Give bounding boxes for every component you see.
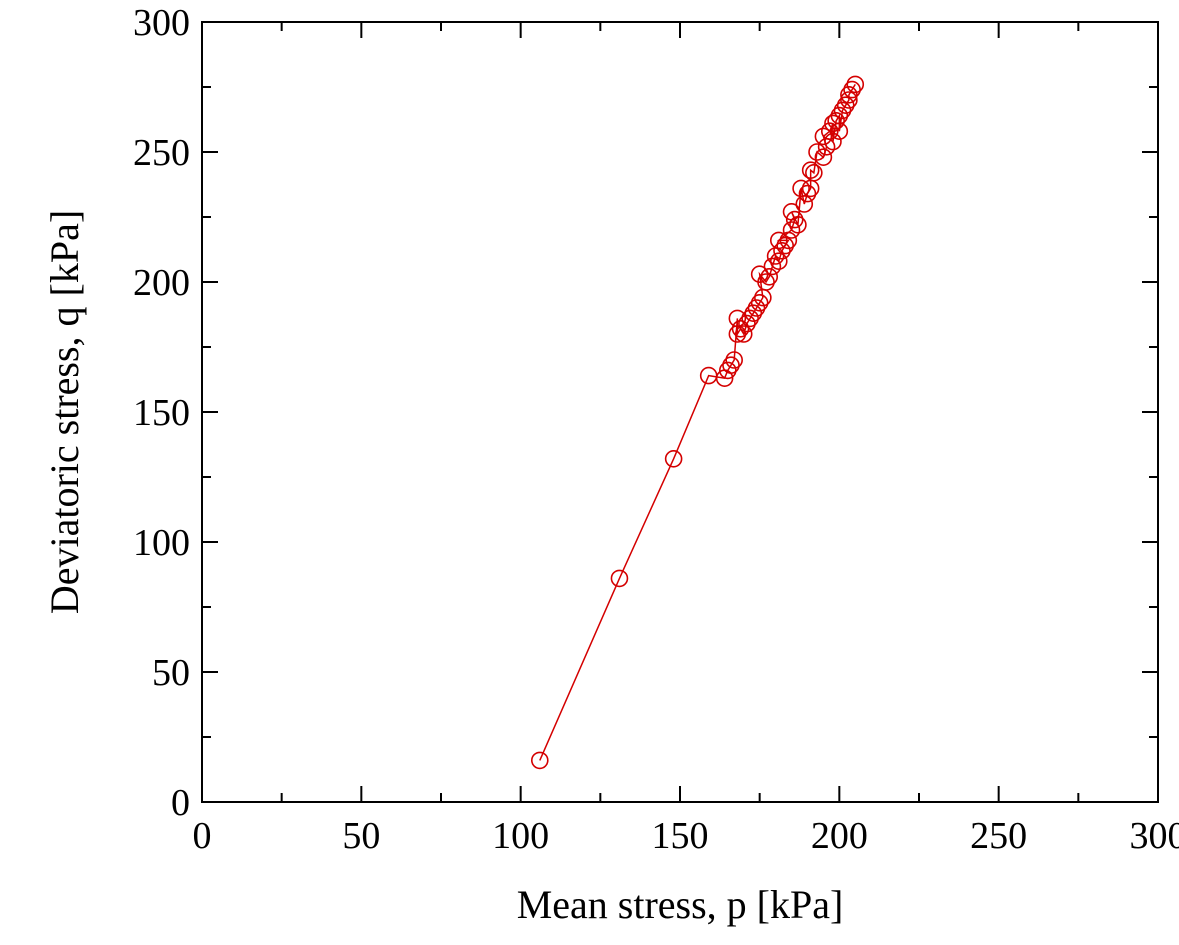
data-point — [741, 309, 759, 328]
data-point — [833, 101, 852, 120]
x-tick-label: 50 — [342, 815, 380, 857]
data-point — [789, 216, 807, 234]
y-tick-label: 250 — [133, 132, 190, 174]
y-tick-label: 300 — [133, 2, 190, 44]
y-tick-label: 200 — [133, 262, 190, 304]
data-point — [808, 143, 826, 161]
x-tick-label: 200 — [811, 815, 868, 857]
data-point — [769, 252, 788, 271]
y-tick-label: 50 — [152, 652, 190, 694]
data-point — [840, 91, 858, 109]
data-point — [734, 325, 753, 343]
data-point — [750, 293, 769, 312]
y-tick-label: 0 — [171, 782, 190, 824]
x-tick-label: 100 — [492, 815, 549, 857]
data-point — [610, 569, 629, 588]
data-point — [722, 356, 740, 375]
data-point — [824, 132, 842, 151]
data-point — [814, 127, 833, 146]
data-point — [738, 314, 756, 333]
data-point — [830, 122, 849, 140]
data-point — [728, 325, 747, 343]
data-point — [530, 751, 549, 770]
data-point — [785, 210, 804, 229]
data-point — [757, 273, 775, 291]
data-point — [827, 112, 845, 130]
data-point — [725, 351, 743, 369]
data-point — [795, 195, 814, 213]
data-point — [798, 184, 817, 203]
x-tick-label: 150 — [652, 815, 709, 857]
x-tick-label: 0 — [193, 815, 212, 857]
plot-frame — [201, 21, 1159, 803]
data-point — [763, 257, 782, 276]
y-axis-title: Deviatoric stress, q [kPa] — [42, 210, 87, 614]
data-point — [744, 304, 763, 323]
data-point — [747, 299, 766, 317]
data-point — [801, 161, 820, 179]
data-point — [846, 75, 865, 94]
y-tick-label: 100 — [133, 522, 190, 564]
data-point — [836, 96, 855, 114]
data-point — [805, 164, 823, 182]
x-axis-title: Mean stress, p [kPa] — [517, 882, 844, 927]
data-point — [776, 236, 794, 255]
data-point — [814, 148, 833, 166]
y-tick-label: 150 — [133, 392, 190, 434]
data-point — [773, 242, 791, 260]
data-point — [664, 449, 683, 468]
data-point — [820, 122, 839, 140]
data-point — [843, 80, 861, 99]
data-point — [760, 267, 779, 286]
data-point — [782, 221, 801, 239]
data-point — [840, 86, 858, 104]
data-point — [718, 361, 737, 380]
x-tick-label: 300 — [1130, 815, 1179, 857]
data-point — [769, 231, 788, 250]
data-point — [779, 231, 798, 250]
data-point — [731, 319, 750, 338]
x-tick-label: 250 — [970, 815, 1027, 857]
